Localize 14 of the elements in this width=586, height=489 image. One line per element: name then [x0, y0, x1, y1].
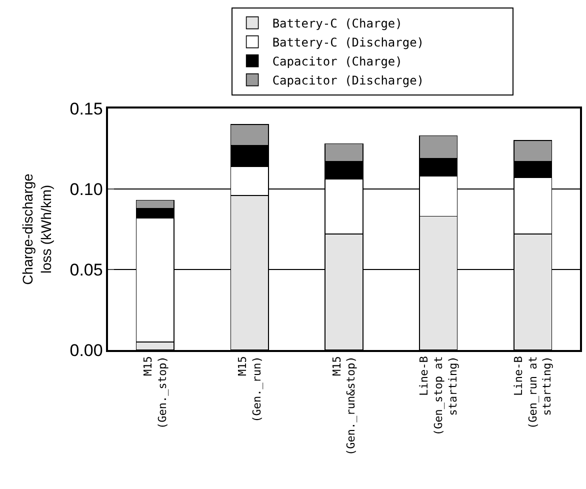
y-tick-label: 0.15 [70, 99, 103, 118]
x-tick-label: M15 (Gen._run) [236, 356, 264, 422]
legend-label: Battery-C (Charge) [272, 16, 402, 31]
x-tick-label: Line-B (Gen_stop at starting) [418, 356, 460, 436]
legend-label: Battery-C (Discharge) [272, 36, 424, 50]
y-tick-label: 0.00 [70, 340, 103, 360]
legend-label: Capacitor (Charge) [272, 54, 402, 69]
x-tick-label: M15 (Gen._run&stop) [330, 356, 358, 456]
legend-label: Capacitor (Discharge) [272, 74, 424, 88]
y-tick-label: 0.10 [70, 180, 103, 199]
x-tick-label: M15 (Gen._stop) [142, 356, 169, 430]
y-axis-title: Charge-discharge loss (kWh/km) [20, 173, 54, 285]
x-tick-label: Line-B (Gen_run at starting) [512, 356, 554, 430]
y-tick-label: 0.05 [70, 260, 103, 280]
